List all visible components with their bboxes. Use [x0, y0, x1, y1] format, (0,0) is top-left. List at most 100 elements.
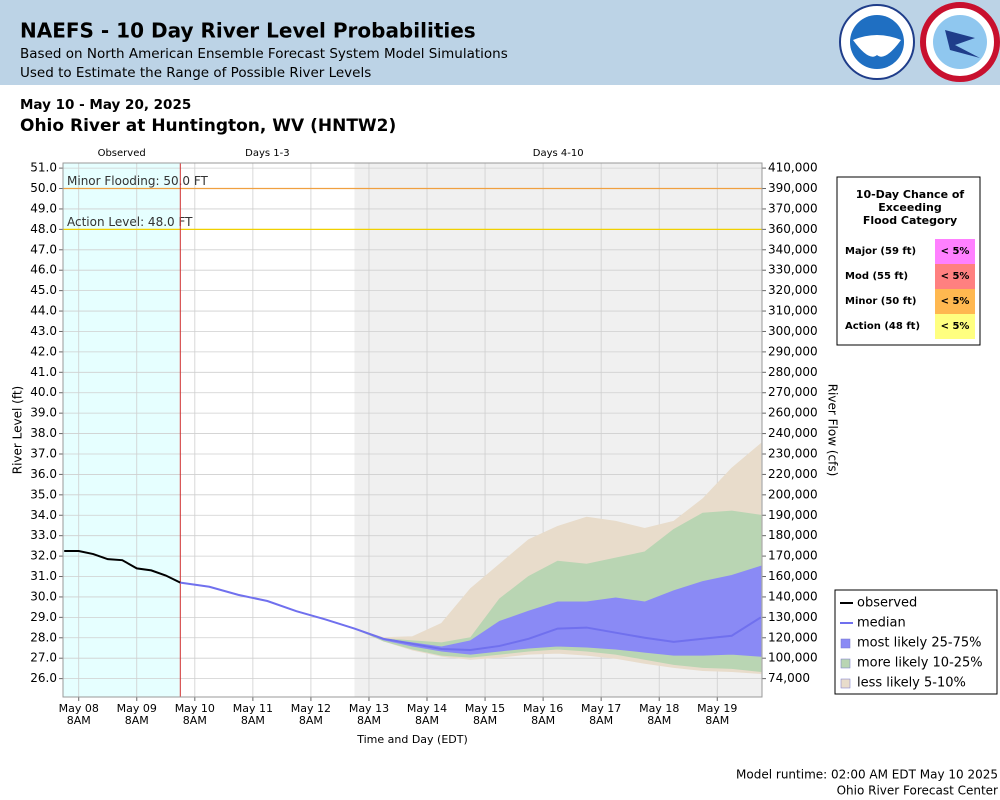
y2-tick-label: 330,000	[768, 263, 818, 277]
x-tick-label: 8AM	[415, 714, 439, 727]
y-tick-label: 31.0	[30, 569, 57, 583]
date-range: May 10 - May 20, 2025	[20, 97, 191, 113]
x-tick-label: 8AM	[241, 714, 265, 727]
y-tick-label: 26.0	[30, 671, 57, 685]
y2-tick-label: 340,000	[768, 242, 818, 256]
x-tick-label: May 12	[291, 702, 331, 715]
category-label: Major (59 ft)	[845, 246, 916, 257]
header-title: NAEFS - 10 Day River Level Probabilities	[20, 19, 476, 43]
x-tick-label: 8AM	[357, 714, 381, 727]
y2-tick-label: 290,000	[768, 344, 818, 358]
category-label: Mod (55 ft)	[845, 271, 908, 282]
x-tick-label: 8AM	[299, 714, 323, 727]
y-tick-label: 51.0	[30, 161, 57, 175]
y2-tick-label: 100,000	[768, 651, 818, 665]
x-tick-label: 8AM	[589, 714, 613, 727]
x-axis-label: Time and Day (EDT)	[356, 733, 468, 746]
x-tick-label: 8AM	[125, 714, 149, 727]
y-tick-label: 44.0	[30, 304, 57, 318]
y-tick-label: 34.0	[30, 508, 57, 522]
y-tick-label: 27.0	[30, 651, 57, 665]
y-tick-label: 45.0	[30, 283, 57, 297]
legend-label: more likely 10-25%	[857, 656, 983, 671]
x-tick-label: May 13	[349, 702, 389, 715]
y-tick-label: 46.0	[30, 263, 57, 277]
y-tick-label: 33.0	[30, 528, 57, 542]
x-tick-label: May 10	[175, 702, 215, 715]
chance-label: < 5%	[941, 271, 970, 282]
table-title: 10-Day Chance of	[856, 188, 965, 201]
x-tick-label: May 08	[59, 702, 99, 715]
x-tick-label: 8AM	[647, 714, 671, 727]
y2-tick-label: 370,000	[768, 201, 818, 215]
location: Ohio River at Huntington, WV (HNTW2)	[20, 116, 396, 136]
region-label: Days 1-3	[245, 148, 289, 159]
x-tick-label: May 15	[465, 702, 505, 715]
legend-label: median	[857, 616, 906, 631]
series-line	[180, 581, 762, 652]
y-tick-label: 32.0	[30, 549, 57, 563]
x-tick-label: May 17	[581, 702, 621, 715]
category-label: Action (48 ft)	[845, 321, 920, 332]
region-label: Days 4-10	[533, 148, 584, 159]
y-tick-label: 49.0	[30, 201, 57, 215]
y-tick-label: 29.0	[30, 610, 57, 624]
chance-cell	[935, 314, 975, 339]
nws-logo	[920, 2, 1000, 82]
legend-swatch	[840, 638, 851, 649]
chance-label: < 5%	[941, 321, 970, 332]
y2-tick-label: 220,000	[768, 467, 818, 481]
threshold-label: Action Level: 48.0 FT	[67, 215, 193, 229]
y-tick-label: 35.0	[30, 487, 57, 501]
x-tick-label: 8AM	[67, 714, 91, 727]
y2-tick-label: 200,000	[768, 487, 818, 501]
x-tick-label: May 09	[117, 702, 157, 715]
chance-cell	[935, 239, 975, 264]
chance-label: < 5%	[941, 246, 970, 257]
x-tick-label: May 14	[407, 702, 447, 715]
x-tick-label: 8AM	[531, 714, 555, 727]
y2-tick-label: 280,000	[768, 365, 818, 379]
y-tick-label: 39.0	[30, 406, 57, 420]
y-tick-label: 36.0	[30, 467, 57, 481]
table-title: Exceeding	[878, 201, 941, 214]
chance-cell	[935, 264, 975, 289]
y2-tick-label: 270,000	[768, 385, 818, 399]
footer-runtime: Model runtime: 02:00 AM EDT May 10 2025	[736, 768, 998, 782]
y-tick-label: 28.0	[30, 630, 57, 644]
header-subtitle: Based on North American Ensemble Forecas…	[20, 46, 508, 62]
series-line	[64, 549, 181, 584]
table-title: Flood Category	[863, 214, 957, 227]
y2-tick-label: 410,000	[768, 161, 818, 175]
chance-label: < 5%	[941, 296, 970, 307]
x-tick-label: May 11	[233, 702, 273, 715]
y2-tick-label: 140,000	[768, 589, 818, 603]
y2-tick-label: 310,000	[768, 304, 818, 318]
y2-tick-label: 320,000	[768, 283, 818, 297]
y2-tick-label: 190,000	[768, 508, 818, 522]
legend-swatch	[840, 678, 851, 689]
category-label: Minor (50 ft)	[845, 296, 916, 307]
y2-tick-label: 74,000	[768, 671, 810, 685]
y2-tick-label: 300,000	[768, 324, 818, 338]
plot-frame	[62, 162, 763, 698]
y-tick-label: 47.0	[30, 242, 57, 256]
band	[354, 565, 762, 657]
y-tick-label: 37.0	[30, 446, 57, 460]
noaa-logo	[839, 4, 915, 80]
y2-tick-label: 130,000	[768, 610, 818, 624]
region	[63, 163, 181, 697]
y2-tick-label: 390,000	[768, 181, 818, 195]
y2-tick-label: 240,000	[768, 426, 818, 440]
y2-tick-label: 180,000	[768, 528, 818, 542]
y2-tick-label: 260,000	[768, 406, 818, 420]
x-tick-label: 8AM	[473, 714, 497, 727]
x-tick-label: May 16	[523, 702, 563, 715]
y-tick-label: 42.0	[30, 344, 57, 358]
y-tick-label: 30.0	[30, 589, 57, 603]
chance-cell	[935, 289, 975, 314]
y-tick-label: 41.0	[30, 365, 57, 379]
y2-tick-label: 160,000	[768, 569, 818, 583]
region	[180, 163, 355, 697]
x-tick-label: May 18	[639, 702, 679, 715]
